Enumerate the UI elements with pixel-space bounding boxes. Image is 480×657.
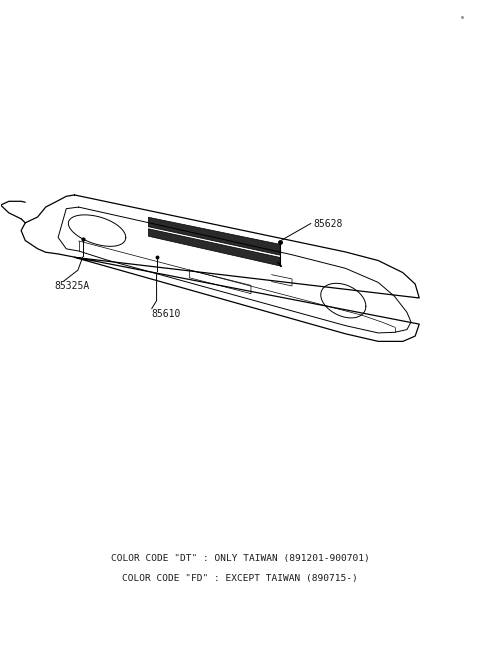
Text: 85610: 85610	[152, 309, 181, 319]
Text: 85628: 85628	[313, 219, 343, 229]
Polygon shape	[148, 217, 280, 255]
Text: 85325A: 85325A	[54, 281, 89, 292]
Text: COLOR CODE "FD" : EXCEPT TAIWAN (890715-): COLOR CODE "FD" : EXCEPT TAIWAN (890715-…	[122, 574, 358, 583]
Polygon shape	[148, 229, 280, 266]
Text: COLOR CODE "DT" : ONLY TAIWAN (891201-900701): COLOR CODE "DT" : ONLY TAIWAN (891201-90…	[110, 555, 370, 563]
